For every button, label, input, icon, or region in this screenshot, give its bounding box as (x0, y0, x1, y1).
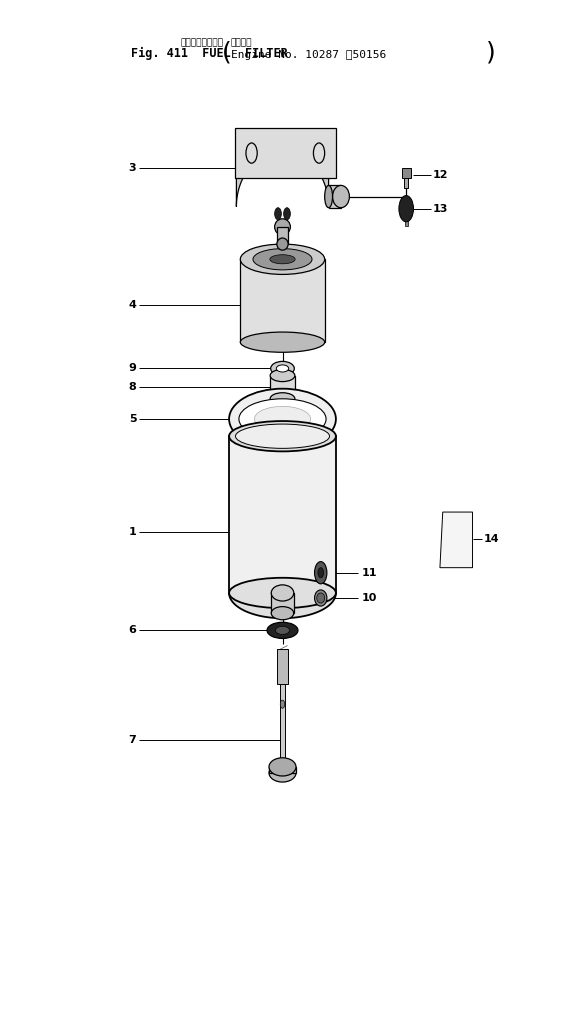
Ellipse shape (239, 399, 326, 439)
Ellipse shape (253, 248, 312, 270)
Text: 11: 11 (361, 568, 377, 578)
Ellipse shape (229, 578, 336, 608)
Text: 13: 13 (433, 204, 449, 214)
Ellipse shape (270, 392, 295, 405)
Text: 8: 8 (129, 382, 136, 392)
Ellipse shape (269, 757, 296, 776)
Text: 7: 7 (129, 734, 136, 744)
Ellipse shape (271, 361, 294, 375)
Bar (405, 214, 408, 226)
Text: Engine No. 10287 ～50156: Engine No. 10287 ～50156 (231, 50, 386, 60)
Ellipse shape (315, 590, 327, 606)
Ellipse shape (269, 764, 296, 782)
Bar (280, 684, 285, 765)
Bar (404, 178, 408, 189)
Text: 12: 12 (433, 170, 449, 180)
Ellipse shape (276, 365, 289, 372)
Circle shape (275, 208, 281, 220)
Text: 14: 14 (484, 534, 499, 545)
Ellipse shape (325, 186, 333, 208)
Text: 3: 3 (129, 163, 136, 173)
Ellipse shape (229, 388, 336, 449)
Ellipse shape (240, 244, 325, 275)
Text: (: ( (221, 41, 231, 65)
Polygon shape (440, 512, 472, 568)
Ellipse shape (333, 186, 349, 208)
Text: 1: 1 (129, 527, 136, 537)
Bar (240, 260, 325, 342)
Bar (402, 168, 411, 178)
Polygon shape (236, 151, 329, 207)
Circle shape (399, 196, 414, 222)
Text: 5: 5 (129, 414, 136, 424)
Circle shape (284, 208, 290, 220)
Text: Fig. 411  FUEL  FILTER: Fig. 411 FUEL FILTER (131, 47, 288, 60)
Text: 6: 6 (128, 626, 136, 636)
Ellipse shape (240, 332, 325, 352)
Ellipse shape (254, 407, 311, 432)
Bar (277, 649, 288, 684)
Bar (270, 375, 295, 399)
Bar (269, 767, 296, 773)
Circle shape (318, 568, 324, 578)
Circle shape (280, 700, 285, 708)
Bar (329, 186, 341, 208)
Ellipse shape (317, 593, 325, 603)
Ellipse shape (270, 255, 295, 264)
Text: 4: 4 (128, 300, 136, 309)
Ellipse shape (271, 585, 294, 601)
Ellipse shape (275, 219, 290, 235)
Polygon shape (229, 593, 336, 619)
Bar (277, 227, 288, 244)
Ellipse shape (236, 424, 329, 448)
Text: 適用号機: 適用号機 (231, 38, 253, 47)
Text: ): ) (486, 41, 496, 65)
Ellipse shape (267, 623, 298, 639)
Circle shape (315, 562, 327, 584)
Text: 10: 10 (361, 593, 377, 603)
Polygon shape (234, 128, 336, 178)
Ellipse shape (276, 627, 289, 635)
Bar (229, 436, 336, 593)
Ellipse shape (271, 606, 294, 620)
Ellipse shape (277, 238, 288, 250)
Bar (271, 593, 294, 613)
Text: フェエルフィルタ: フェエルフィルタ (180, 38, 224, 47)
Ellipse shape (270, 369, 295, 381)
Text: 9: 9 (128, 363, 136, 373)
Ellipse shape (229, 421, 336, 451)
